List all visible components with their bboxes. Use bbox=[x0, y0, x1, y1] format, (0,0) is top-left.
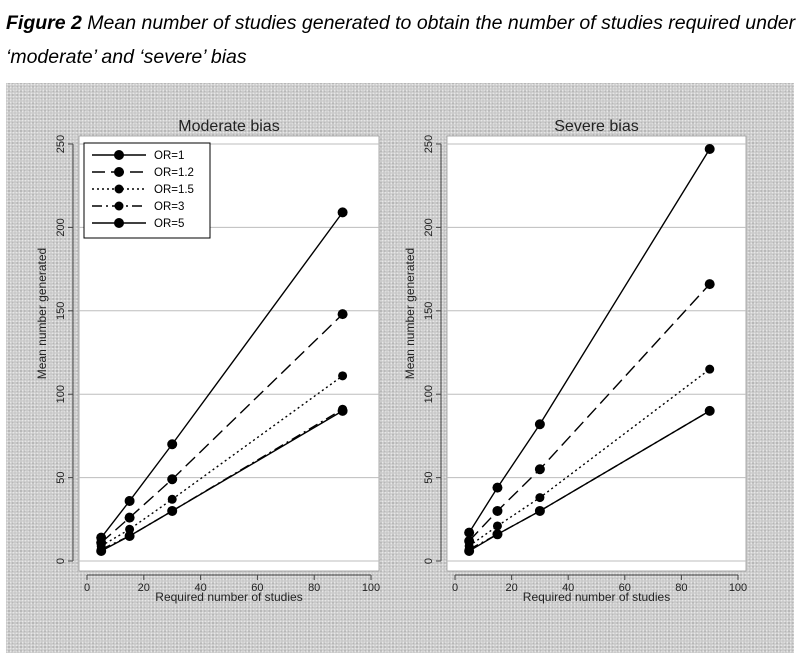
y-tick-label: 100 bbox=[423, 385, 435, 403]
series-line bbox=[100, 375, 344, 547]
y-tick-label: 0 bbox=[423, 558, 435, 564]
data-point bbox=[492, 529, 503, 540]
data-point bbox=[492, 482, 503, 493]
series-line bbox=[100, 410, 343, 552]
figure-panel-area: 0 50 100 150 200 250 0 20 40 60 80 100 Required numb… bbox=[6, 83, 794, 653]
data-point bbox=[337, 309, 348, 320]
x-tick-label: 80 bbox=[675, 582, 687, 594]
series-line bbox=[468, 368, 711, 547]
legend-label: OR=1.2 bbox=[154, 167, 194, 179]
legend-label: OR=1 bbox=[154, 150, 184, 162]
data-point bbox=[124, 530, 135, 541]
x-axis-title: Required number of studies bbox=[155, 590, 302, 604]
data-point bbox=[337, 207, 348, 218]
data-point bbox=[534, 464, 545, 475]
legend-marker bbox=[114, 201, 124, 211]
data-point bbox=[96, 545, 107, 556]
y-axis-title: Mean number generated bbox=[35, 248, 49, 379]
panel-title: Severe bias bbox=[554, 118, 639, 135]
legend: OR=1 OR=1.2 OR=1.5 OR=3 OR=5 bbox=[83, 142, 211, 239]
x-axis-title: Required number of studies bbox=[523, 590, 670, 604]
series-line bbox=[100, 408, 343, 550]
data-point bbox=[338, 371, 348, 381]
figure-number: Figure 2 bbox=[6, 12, 82, 34]
data-point bbox=[704, 405, 715, 416]
legend-marker bbox=[114, 167, 124, 177]
x-tick-label: 100 bbox=[729, 582, 747, 594]
figure-caption-text: Mean number of studies generated to obta… bbox=[6, 12, 796, 68]
legend-marker bbox=[114, 184, 124, 194]
series-line bbox=[100, 211, 344, 539]
x-tick-label: 20 bbox=[138, 582, 150, 594]
figure-caption: Figure 2 Mean number of studies generate… bbox=[6, 6, 796, 74]
x-tick-label: 60 bbox=[619, 582, 631, 594]
data-point bbox=[464, 527, 475, 538]
data-point bbox=[167, 494, 177, 504]
legend-label: OR=5 bbox=[154, 218, 184, 230]
legend-label: OR=1.5 bbox=[154, 184, 194, 196]
y-tick-label: 50 bbox=[55, 471, 67, 483]
data-point bbox=[534, 505, 545, 516]
y-tick-label: 150 bbox=[55, 302, 67, 320]
data-point bbox=[124, 512, 135, 523]
data-point bbox=[492, 505, 503, 516]
legend-label: OR=3 bbox=[154, 201, 184, 213]
x-tick-label: 100 bbox=[362, 582, 380, 594]
x-tick-label: 20 bbox=[505, 582, 517, 594]
data-point bbox=[535, 493, 545, 503]
moderate-bias-panel: 0 50 100 150 200 250 0 20 40 60 80 100 Required numb… bbox=[35, 118, 380, 604]
y-tick-label: 200 bbox=[55, 218, 67, 236]
series-line bbox=[468, 410, 711, 552]
x-tick-label: 0 bbox=[84, 582, 90, 594]
data-point bbox=[167, 439, 178, 450]
x-tick-label: 80 bbox=[308, 582, 320, 594]
y-tick-label: 150 bbox=[423, 302, 435, 320]
data-point bbox=[337, 405, 348, 416]
series-line bbox=[468, 148, 711, 534]
series-line bbox=[100, 313, 344, 544]
data-point bbox=[492, 521, 502, 531]
severe-bias-panel: 0 50 100 150 200 250 0 20 40 60 80 100 Required numb… bbox=[403, 118, 747, 604]
y-axis-title: Mean number generated bbox=[403, 248, 417, 379]
legend-marker bbox=[114, 218, 124, 228]
y-tick-label: 0 bbox=[55, 558, 67, 564]
y-tick-label: 250 bbox=[423, 135, 435, 153]
y-tick-label: 250 bbox=[55, 135, 67, 153]
y-tick-label: 200 bbox=[423, 218, 435, 236]
data-point bbox=[167, 505, 178, 516]
data-point bbox=[464, 545, 475, 556]
data-point bbox=[534, 419, 545, 430]
plot-area bbox=[446, 135, 747, 572]
x-tick-label: 0 bbox=[452, 582, 458, 594]
x-tick-label: 40 bbox=[194, 582, 206, 594]
y-tick-label: 50 bbox=[423, 471, 435, 483]
x-tick-label: 60 bbox=[251, 582, 263, 594]
data-point bbox=[705, 364, 715, 374]
data-point bbox=[124, 495, 135, 506]
data-point bbox=[704, 144, 715, 155]
series-line bbox=[468, 283, 711, 542]
data-point bbox=[167, 474, 178, 485]
panel-title: Moderate bias bbox=[178, 118, 279, 135]
data-point bbox=[704, 279, 715, 290]
x-tick-label: 40 bbox=[562, 582, 574, 594]
legend-marker bbox=[114, 150, 124, 160]
legend-box bbox=[83, 142, 211, 239]
y-tick-label: 100 bbox=[55, 385, 67, 403]
